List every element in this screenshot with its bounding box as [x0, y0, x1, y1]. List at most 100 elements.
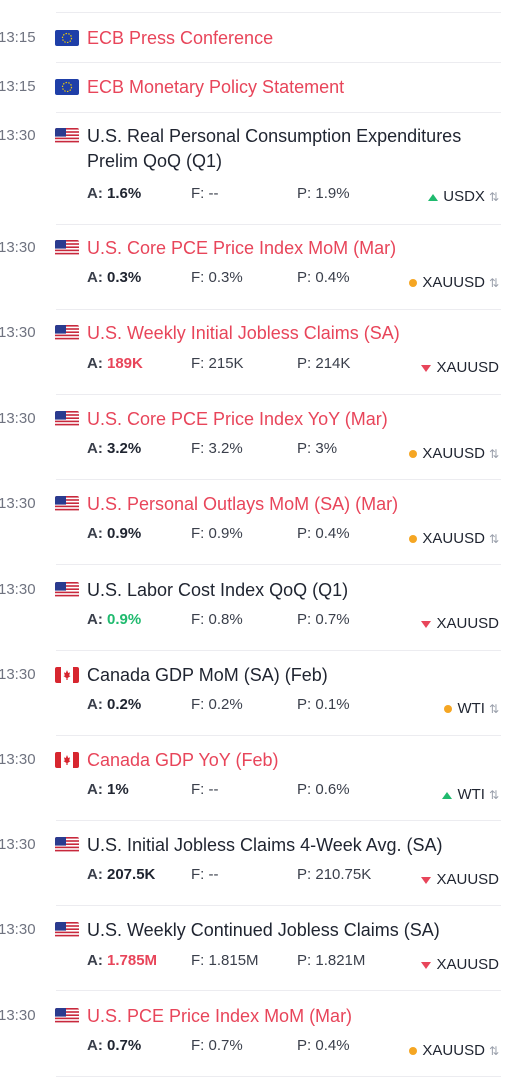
previous-value: P: 0.6% [297, 781, 350, 798]
actual-value: A: 0.9% [87, 525, 142, 542]
asset-tag[interactable]: XAUUSD ⇅ [409, 273, 499, 293]
swap-icon[interactable]: ⇅ [488, 532, 499, 546]
swap-icon[interactable]: ⇅ [488, 1044, 499, 1058]
event-title[interactable]: ECB Press Conference [87, 28, 274, 48]
event-time: 13:30 [0, 751, 36, 768]
asset-tag[interactable]: XAUUSD ⇅ [409, 529, 499, 549]
swap-icon[interactable]: ⇅ [488, 702, 499, 716]
forecast-value: F: -- [191, 781, 219, 798]
event-time: 13:15 [0, 29, 36, 46]
event-title[interactable]: U.S. Personal Outlays MoM (SA) (Mar) [87, 494, 399, 514]
event-title[interactable]: U.S. Initial Jobless Claims 4-Week Avg. … [87, 835, 443, 855]
event-time: 13:30 [0, 324, 36, 341]
neutral-dot-icon [409, 450, 418, 458]
asset-symbol: WTI [457, 786, 485, 803]
event-title[interactable]: U.S. Weekly Initial Jobless Claims (SA) [87, 323, 400, 343]
us-flag-icon [55, 922, 79, 938]
asset-symbol: XAUUSD [436, 359, 499, 376]
down-arrow-icon [421, 620, 432, 628]
asset-symbol: XAUUSD [422, 530, 485, 547]
event-time: 13:30 [0, 127, 36, 144]
event-row[interactable]: 13:30 U.S. Real Personal Consumption Exp… [0, 124, 509, 225]
asset-tag[interactable]: XAUUSD [421, 870, 499, 890]
event-title[interactable]: U.S. Labor Cost Index QoQ (Q1) [87, 580, 349, 600]
previous-value: P: 0.1% [297, 696, 350, 713]
us-flag-icon [55, 1008, 79, 1024]
event-title[interactable]: ECB Monetary Policy Statement [87, 77, 345, 97]
us-flag-icon [55, 837, 79, 853]
event-time: 13:30 [0, 921, 36, 938]
asset-tag[interactable]: WTI ⇅ [442, 785, 499, 805]
event-row[interactable]: 13:30 U.S. Weekly Continued Jobless Clai… [0, 918, 509, 991]
event-row[interactable]: 13:30 U.S. Weekly Initial Jobless Claims… [0, 321, 509, 395]
us-flag-icon [55, 240, 79, 256]
asset-symbol: XAUUSD [436, 871, 499, 888]
previous-value: P: 0.4% [297, 269, 350, 286]
divider [56, 12, 501, 13]
event-title[interactable]: U.S. PCE Price Index MoM (Mar) [87, 1006, 353, 1026]
event-time: 13:30 [0, 495, 36, 512]
swap-icon[interactable]: ⇅ [488, 190, 499, 204]
event-row[interactable]: 13:30 U.S. Labor Cost Index QoQ (Q1) A: … [0, 578, 509, 651]
canada-flag-icon [55, 667, 79, 683]
up-arrow-icon [442, 791, 453, 799]
event-row[interactable]: 13:15 ECB Press Conference [0, 26, 509, 63]
previous-value: P: 210.75K [297, 866, 372, 883]
event-title[interactable]: Canada GDP YoY (Feb) [87, 750, 279, 770]
event-row[interactable]: 13:30 Canada GDP MoM (SA) (Feb) A: 0.2% … [0, 663, 509, 736]
asset-tag[interactable]: XAUUSD [421, 955, 499, 975]
actual-value: A: 0.7% [87, 1037, 142, 1054]
down-arrow-icon [421, 876, 432, 884]
actual-value: A: 1.6% [87, 185, 142, 202]
event-title[interactable]: U.S. Weekly Continued Jobless Claims (SA… [87, 920, 440, 940]
asset-tag[interactable]: XAUUSD ⇅ [409, 444, 499, 464]
forecast-value: F: -- [191, 185, 219, 202]
asset-tag[interactable]: XAUUSD ⇅ [409, 1041, 499, 1061]
event-title[interactable]: U.S. Core PCE Price Index YoY (Mar) [87, 409, 388, 429]
previous-value: P: 214K [297, 355, 351, 372]
us-flag-icon [55, 128, 79, 144]
event-title[interactable]: Canada GDP MoM (SA) (Feb) [87, 665, 328, 685]
canada-flag-icon [55, 752, 79, 768]
asset-symbol: XAUUSD [436, 956, 499, 973]
event-row[interactable]: 13:30 U.S. Core PCE Price Index YoY (Mar… [0, 407, 509, 480]
actual-value: A: 189K [87, 355, 143, 372]
asset-symbol: WTI [457, 700, 485, 717]
down-arrow-icon [421, 364, 432, 372]
event-row[interactable]: 13:30 Canada GDP YoY (Feb) A: 1% F: -- P… [0, 748, 509, 821]
forecast-value: F: -- [191, 866, 219, 883]
event-row[interactable]: 13:30 U.S. Core PCE Price Index MoM (Mar… [0, 236, 509, 310]
swap-icon[interactable]: ⇅ [488, 276, 499, 290]
actual-value: A: 207.5K [87, 866, 156, 883]
event-title[interactable]: U.S. Core PCE Price Index MoM (Mar) [87, 238, 397, 258]
down-arrow-icon [421, 961, 432, 969]
asset-tag[interactable]: USDX ⇅ [428, 187, 499, 207]
previous-value: P: 1.9% [297, 185, 350, 202]
asset-tag[interactable]: XAUUSD [421, 614, 499, 634]
event-row[interactable]: 13:30 U.S. PCE Price Index MoM (Mar) A: … [0, 1004, 509, 1077]
actual-value: A: 1.785M [87, 952, 158, 969]
event-time: 13:30 [0, 239, 36, 256]
asset-symbol: XAUUSD [422, 445, 485, 462]
previous-value: P: 0.4% [297, 525, 350, 542]
forecast-value: F: 0.2% [191, 696, 243, 713]
swap-icon[interactable]: ⇅ [488, 447, 499, 461]
asset-symbol: XAUUSD [436, 615, 499, 632]
asset-tag[interactable]: WTI ⇅ [444, 699, 499, 719]
forecast-value: F: 3.2% [191, 440, 243, 457]
event-title[interactable]: U.S. Real Personal Consumption Expenditu… [87, 126, 462, 171]
asset-symbol: XAUUSD [422, 274, 485, 291]
neutral-dot-icon [444, 705, 453, 713]
us-flag-icon [55, 411, 79, 427]
event-row[interactable]: 13:15 ECB Monetary Policy Statement [0, 75, 509, 113]
event-time: 13:30 [0, 666, 36, 683]
event-row[interactable]: 13:30 U.S. Personal Outlays MoM (SA) (Ma… [0, 492, 509, 565]
event-row[interactable]: 13:30 U.S. Initial Jobless Claims 4-Week… [0, 833, 509, 906]
forecast-value: F: 0.3% [191, 269, 243, 286]
eu-flag-icon [55, 30, 79, 46]
up-arrow-icon [428, 193, 439, 201]
asset-symbol: USDX [443, 188, 485, 205]
asset-tag[interactable]: XAUUSD [421, 358, 499, 378]
neutral-dot-icon [409, 535, 418, 543]
swap-icon[interactable]: ⇅ [488, 788, 499, 802]
